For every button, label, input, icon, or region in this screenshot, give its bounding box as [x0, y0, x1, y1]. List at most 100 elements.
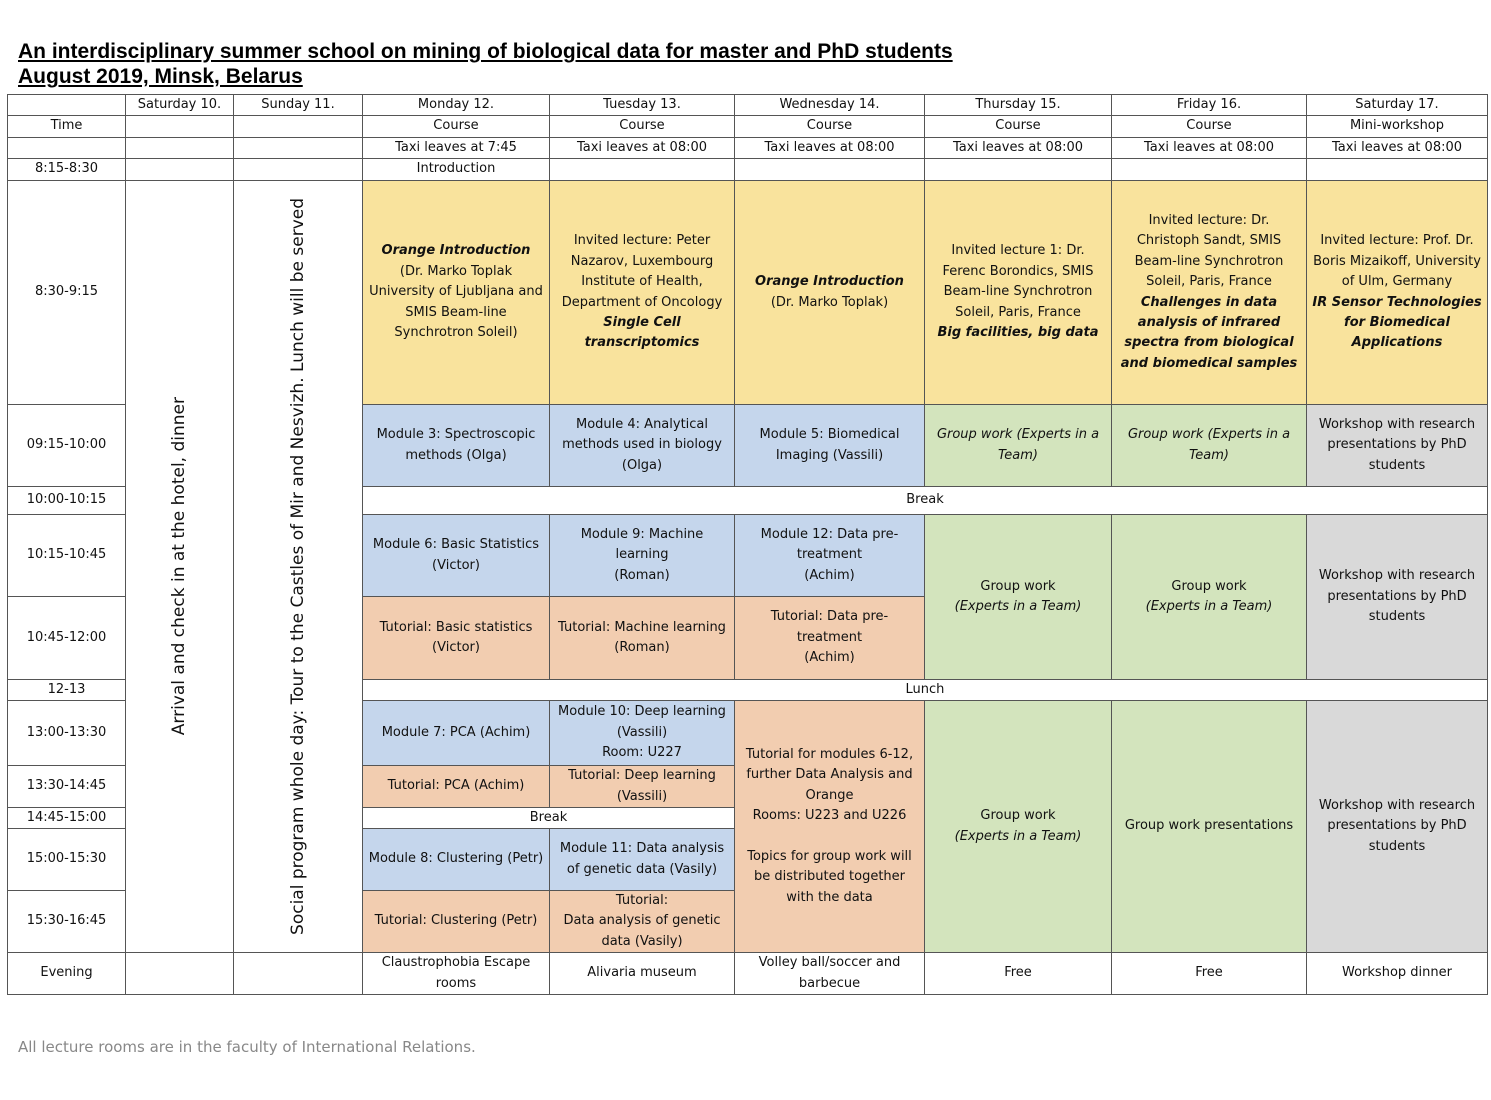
footnote: All lecture rooms are in the faculty of …	[18, 1038, 476, 1056]
table-cell: Taxi leaves at 08:00	[734, 137, 925, 159]
cell-content: Workshop dinner	[1342, 965, 1452, 981]
cell-content: 15:30-16:45	[26, 913, 107, 929]
table-cell: Group work presentations	[1111, 700, 1307, 953]
cell-content: Module 7: PCA (Achim)	[382, 723, 531, 743]
table-cell: Tutorial: PCA (Achim)	[362, 765, 550, 808]
cell-text: IR Sensor Technologies for Biomedical Ap…	[1312, 294, 1482, 351]
cell-content: Social program whole day: Tour to the Ca…	[287, 198, 308, 935]
empty-cell	[233, 952, 363, 995]
empty-cell	[233, 137, 363, 159]
cell-content: Module 3: Spectroscopic methods (Olga)	[367, 425, 545, 466]
table-cell: Claustrophobia Escape rooms	[362, 952, 550, 995]
cell-content: Taxi leaves at 08:00	[1143, 139, 1275, 155]
cell-content: Course	[995, 118, 1041, 134]
cell-text: Group work	[1171, 578, 1247, 594]
table-cell: Friday 16.	[1111, 94, 1307, 116]
table-cell: Invited lecture: Dr. Christoph Sandt, SM…	[1111, 180, 1307, 405]
cell-content: Group work (Experts in a Team)	[1116, 425, 1302, 466]
cell-text: Group work (Experts in a Team)	[936, 427, 1100, 463]
table-cell: 15:30-16:45	[7, 890, 126, 953]
table-cell: Taxi leaves at 08:00	[1306, 137, 1488, 159]
table-cell: Tutorial for modules 6-12, further Data …	[734, 700, 925, 953]
cell-text: Tutorial for modules 6-12, further Data …	[745, 747, 914, 803]
cell-text: Invited lecture: Prof. Dr. Boris Mizaiko…	[1313, 233, 1481, 290]
cell-content: Sunday 11.	[261, 96, 335, 112]
table-cell: Social program whole day: Tour to the Ca…	[233, 180, 363, 953]
cell-content: Invited lecture: Prof. Dr. Boris Mizaiko…	[1311, 231, 1483, 353]
cell-text: Invited lecture 1: Dr. Ferenc Borondics,…	[942, 243, 1094, 320]
table-cell: Workshop dinner	[1306, 952, 1488, 995]
table-cell: Break	[362, 486, 1488, 515]
empty-cell	[233, 158, 363, 181]
cell-text: Workshop with research presentations by …	[1318, 416, 1476, 473]
table-cell: Course	[1111, 115, 1307, 138]
table-cell: Module 12: Data pre-treatment (Achim)	[734, 514, 925, 597]
cell-content: Module 8: Clustering (Petr)	[369, 849, 544, 869]
cell-content: Tutorial: Deep learning (Vassili)	[554, 766, 730, 807]
table-cell: Invited lecture: Prof. Dr. Boris Mizaiko…	[1306, 180, 1488, 405]
cell-content: Saturday 17.	[1355, 96, 1439, 112]
table-cell: Taxi leaves at 08:00	[549, 137, 735, 159]
cell-text: (Roman)	[614, 567, 670, 583]
cell-content: Group work (Experts in a Team)	[955, 806, 1082, 847]
table-cell: Workshop with research presentations by …	[1306, 700, 1488, 953]
cell-content: Free	[1004, 965, 1032, 981]
cell-text: Group work presentations	[1124, 818, 1294, 834]
cell-content: Group work presentations	[1125, 816, 1293, 836]
table-cell: Invited lecture: Peter Nazarov, Luxembou…	[549, 180, 735, 405]
table-cell: 14:45-15:00	[7, 807, 126, 829]
cell-content: Mini-workshop	[1349, 118, 1445, 134]
cell-text: (Dr. Marko Toplak)	[770, 294, 889, 310]
cell-content: Group work (Experts in a Team)	[955, 577, 1082, 618]
empty-cell	[734, 158, 925, 181]
table-cell: Orange Introduction (Dr. Marko Toplak Uni…	[362, 180, 550, 405]
cell-content: Break	[906, 492, 944, 508]
cell-content: Introduction	[416, 161, 496, 177]
cell-text: Workshop with research presentations by …	[1318, 568, 1476, 625]
table-cell: Course	[924, 115, 1112, 138]
table-cell: Tutorial: Deep learning (Vassili)	[549, 765, 735, 808]
cell-content: Taxi leaves at 08:00	[764, 139, 895, 155]
table-cell: Lunch	[362, 679, 1488, 701]
empty-cell	[1306, 158, 1488, 181]
table-cell: 15:00-15:30	[7, 828, 126, 891]
table-cell: 09:15-10:00	[7, 404, 126, 487]
empty-cell	[924, 158, 1112, 181]
cell-content: Tutorial: Basic statistics (Victor)	[367, 618, 545, 659]
empty-cell	[125, 952, 234, 995]
cell-content: 14:45-15:00	[26, 809, 107, 825]
cell-content: Tutorial: Data pre-treatment (Achim)	[739, 607, 920, 668]
table-cell: 10:15-10:45	[7, 514, 126, 597]
cell-content: Workshop with research presentations by …	[1311, 415, 1483, 476]
cell-text: Workshop with research presentations by …	[1318, 797, 1476, 854]
cell-content: Free	[1195, 965, 1223, 981]
table-cell: Mini-workshop	[1306, 115, 1488, 138]
cell-content: Evening	[40, 965, 93, 981]
cell-text: Tutorial:	[615, 892, 669, 908]
cell-text: (Experts in a Team)	[1145, 599, 1273, 614]
cell-content: Taxi leaves at 08:00	[1331, 139, 1463, 155]
cell-text: (Experts in a Team)	[954, 599, 1082, 614]
cell-content: Tutorial for modules 6-12, further Data …	[739, 745, 920, 908]
table-cell: 8:30-9:15	[7, 180, 126, 405]
table-cell: Module 7: PCA (Achim)	[362, 700, 550, 766]
table-cell: 13:30-14:45	[7, 765, 126, 808]
table-cell: Group work (Experts in a Team)	[924, 514, 1112, 680]
cell-text: Module 11: Data analysis of genetic data…	[559, 841, 725, 877]
cell-text: Module 4: Analytical methods used in bio…	[562, 416, 722, 473]
cell-content: Group work (Experts in a Team)	[929, 425, 1107, 466]
cell-content: Monday 12.	[417, 96, 495, 112]
table-cell: Alivaria museum	[549, 952, 735, 995]
cell-content: Break	[529, 809, 568, 825]
cell-content: 10:15-10:45	[26, 547, 107, 563]
cell-text: Orange Introduction	[381, 243, 531, 259]
empty-cell	[1111, 158, 1307, 181]
table-cell: Free	[1111, 952, 1307, 995]
table-cell: Saturday 10.	[125, 94, 234, 116]
cell-text: Orange Introduction	[755, 274, 904, 290]
table-cell: Arrival and check in at the hotel, dinne…	[125, 180, 234, 953]
cell-text: Module 5: Biomedical Imaging (Vassili)	[759, 427, 900, 463]
cell-text: Big facilities, big data	[937, 325, 1099, 341]
table-cell: Orange Introduction (Dr. Marko Toplak)	[734, 180, 925, 405]
cell-content: Volley ball/soccer and barbecue	[758, 955, 901, 991]
